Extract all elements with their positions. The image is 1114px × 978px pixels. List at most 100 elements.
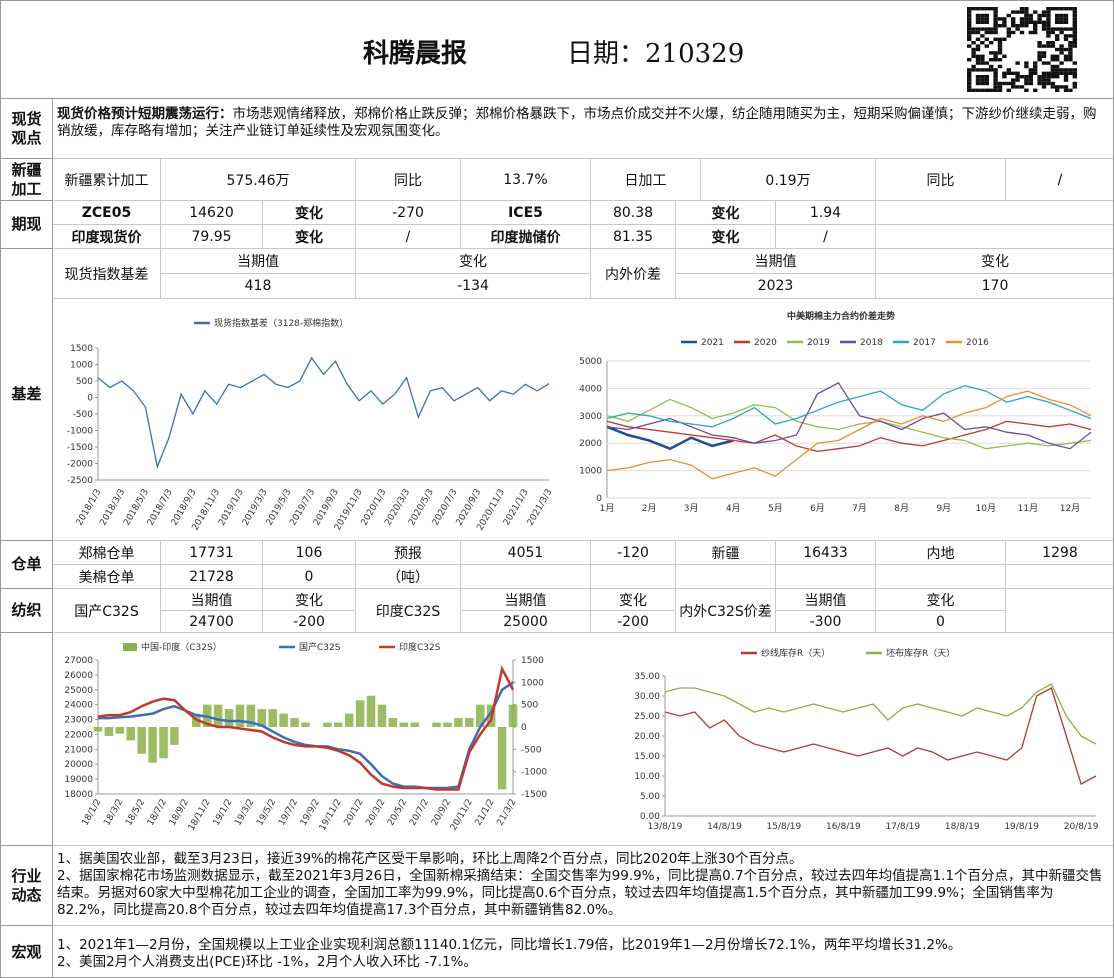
x-tick-label: 21/1/2 [474,798,497,828]
qr-cell [1037,51,1042,55]
x-tick-label: 15/8/19 [767,822,802,832]
qr-cell [967,34,972,38]
qr-cell [993,54,998,58]
qr-cell [1002,81,1007,86]
x-tick-label: 8月 [894,503,909,514]
qr-cell [997,58,1003,62]
qr-cell [1011,24,1016,28]
news: 1、据美国农业部，截至3月23日，接近39%的棉花产区受干旱影响，环比上周降2个… [57,851,1109,919]
qr-cell [1046,44,1051,48]
y-tick-label: 27000 [64,656,93,666]
qr-cell [967,44,972,48]
basis-head: 当期值 [676,249,876,274]
qr-cell [1037,58,1042,62]
qr-cell [967,37,972,41]
qr-cell [1072,71,1077,75]
futures-cell: 变化 [263,225,356,249]
bar [148,727,157,763]
qr-cell [989,27,994,31]
qr-cell [1055,17,1060,21]
qr-cell [997,44,1003,48]
qr-cell [1072,10,1077,14]
news-item: 1、据美国农业部，截至3月23日，接近39%的棉花产区受干旱影响，环比上周降2个… [57,851,803,867]
qr-cell [967,30,972,35]
textile-value: 24700 [161,611,263,633]
qr-cell [1063,47,1069,52]
qr-cell [1063,85,1069,89]
futures-cell: 变化 [263,201,356,225]
xinjiang-cell: 0.19万 [701,159,876,201]
qr-cell [993,17,998,21]
basis-head: 变化 [876,249,1113,274]
xinjiang-cell: 同比 [876,159,1006,201]
qr-cell [1028,13,1033,18]
qr-cell [1037,17,1042,21]
qr-cell [1019,24,1025,28]
x-tick-label: 19/3/2 [233,798,256,828]
qr-cell [1015,10,1020,14]
qr-cell [1063,71,1069,75]
bar [388,718,398,727]
qr-cell [1055,54,1060,58]
qr-cell [1050,64,1055,69]
qr-cell [1002,37,1007,41]
qr-cell [1041,78,1047,82]
qr-cell [997,41,1003,45]
qr-cell [1068,88,1073,92]
qr-cell [975,44,981,48]
warehouse-cell: 预报 [356,541,461,565]
legend-label: 2017 [913,338,936,348]
macro: 1、2021年1—2月份，全国规模以上工业企业实现利润总额11140.1亿元，同… [57,937,1109,971]
qr-cell [1063,88,1069,92]
qr-cell [980,88,985,92]
qr-cell [1046,61,1051,65]
qr-cell [1068,47,1073,52]
warehouse-cell: 0 [263,565,356,589]
legend-label: 国产C32S [299,641,341,653]
qr-cell [1028,78,1033,82]
bar [323,722,332,727]
series-line [97,665,515,791]
qr-cell [993,78,998,82]
section-label: 宏观 [1,926,53,977]
qr-cell [1033,71,1038,75]
qr-cell [1024,10,1029,14]
qr-cell [975,54,981,58]
bar [410,722,419,727]
qr-cell [1006,71,1011,75]
section-label: 行业动态 [1,846,53,926]
qr-cell [984,7,989,11]
qr-cell [1041,20,1047,24]
section-label: 纺织 [1,589,53,633]
y-tick-label: 23000 [64,716,93,726]
qr-cell [1041,61,1047,65]
qr-cell [1050,54,1055,58]
qr-cell [1006,13,1011,18]
qr-cell [1055,75,1060,79]
qr-cell [989,88,994,92]
series-line [606,425,734,451]
qr-cell [1046,71,1051,75]
legend-label: 2016 [966,338,989,348]
qr-cell [984,68,989,72]
legend-label: 印度C32S [399,641,441,653]
qr-cell [984,20,989,24]
qr-cell [1028,81,1033,86]
section-label-text: 宏观 [11,942,42,961]
series-line [606,385,1092,428]
qr-cell [967,24,972,28]
x-tick-label: 20/1/2 [343,798,366,828]
qr-cell [993,88,998,92]
futures-cell: 印度抛储价 [461,225,591,249]
y2-tick-label: -1000 [521,768,547,778]
bar [93,727,103,732]
qr-cell [971,41,976,45]
xinjiang-cell: / [1006,159,1113,201]
textile-value: -200 [591,611,676,633]
futures-cell: ZCE05 [53,201,161,225]
y-tick-label: -2000 [67,460,93,470]
qr-cell [1063,68,1069,72]
qr-cell [1063,13,1069,18]
futures-cell: / [776,225,876,249]
warehouse-cell: 17731 [161,541,263,565]
